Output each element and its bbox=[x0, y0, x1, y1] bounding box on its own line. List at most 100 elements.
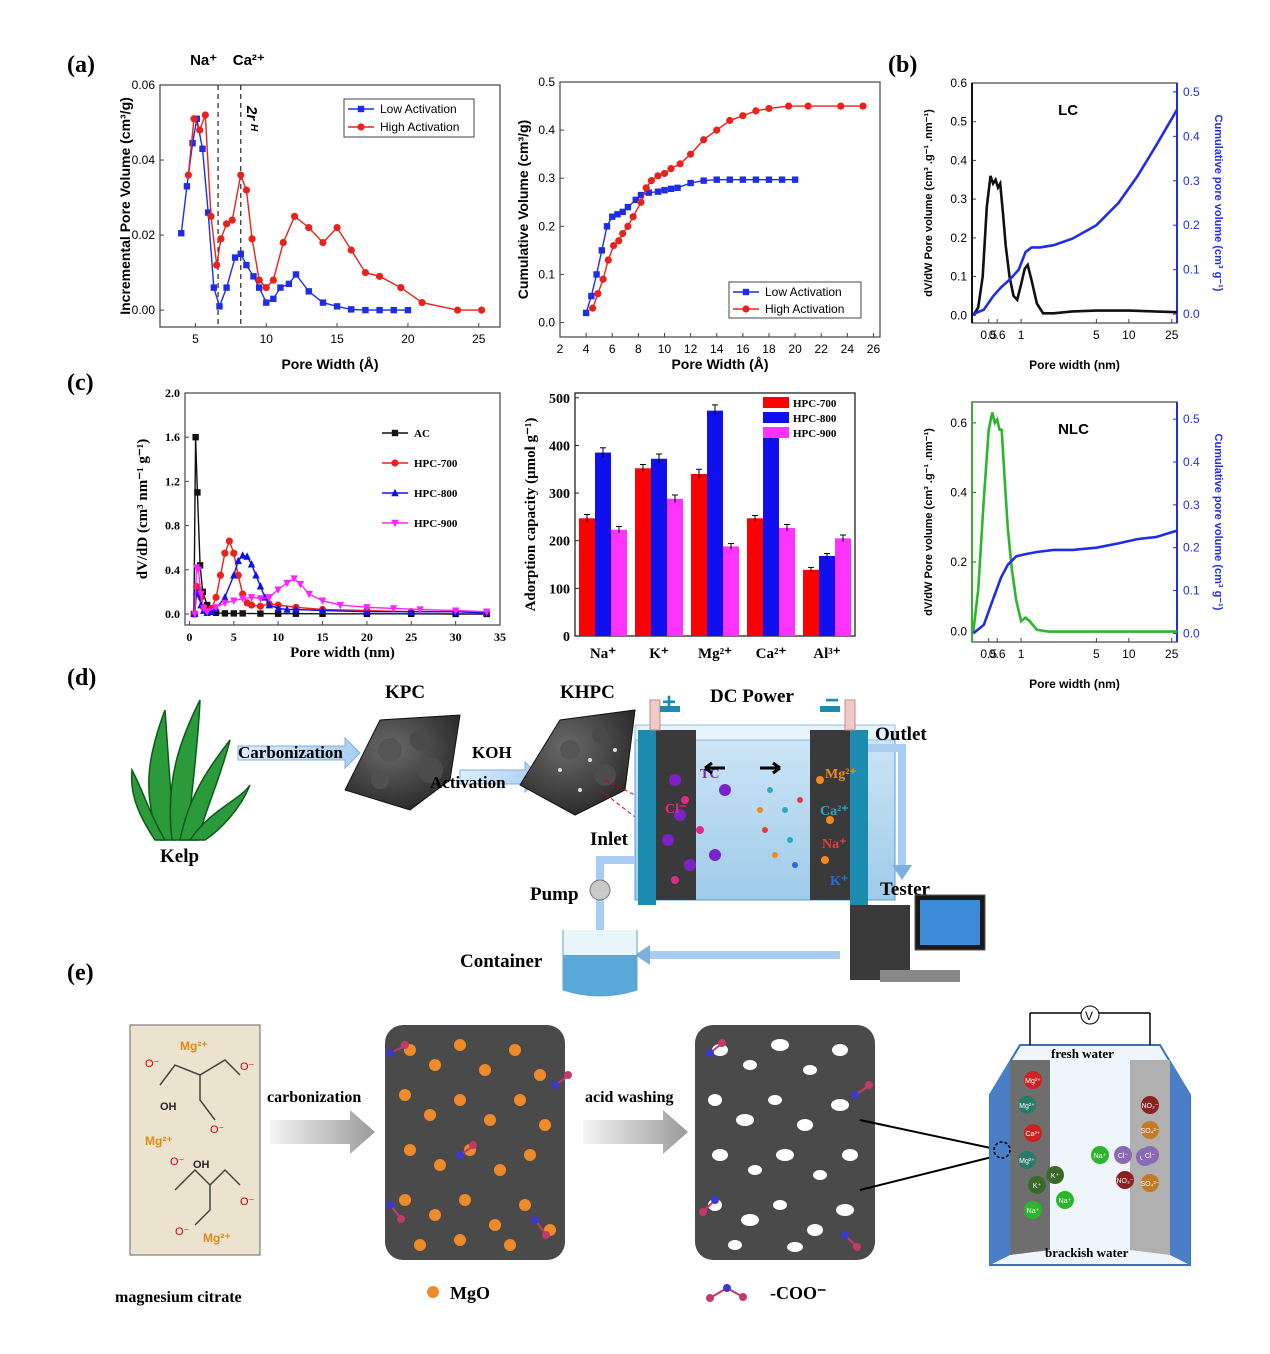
x-tick-label: 10 bbox=[272, 630, 284, 644]
bar bbox=[691, 474, 707, 636]
kelp-illustration bbox=[130, 699, 251, 841]
data-point bbox=[221, 599, 229, 608]
panel-label-b: (b) bbox=[888, 52, 918, 78]
x-tick-label: 25 bbox=[405, 630, 417, 644]
legend-label: High Activation bbox=[765, 302, 844, 316]
y-tick-label: 0.2 bbox=[950, 231, 967, 245]
panel-label-c: (c) bbox=[67, 370, 94, 396]
x-tick-label: 24 bbox=[841, 342, 855, 356]
x-tick-label: 5 bbox=[231, 630, 237, 644]
data-point bbox=[292, 271, 300, 278]
legend-label: Low Activation bbox=[765, 285, 842, 299]
panel-d-schematic: Kelp Carbonization KPC KOH Activation KH… bbox=[130, 682, 986, 997]
data-point bbox=[184, 171, 192, 179]
ion-k: K⁺ bbox=[830, 874, 848, 889]
data-point bbox=[283, 605, 291, 613]
data-point bbox=[389, 605, 398, 613]
data-point bbox=[292, 610, 300, 617]
legend-label: HPC-700 bbox=[793, 398, 837, 410]
data-point bbox=[642, 184, 650, 192]
y-tick-label: 0.4 bbox=[950, 485, 967, 499]
series-line bbox=[972, 412, 1177, 633]
data-point bbox=[752, 107, 760, 115]
data-point bbox=[243, 552, 251, 560]
citrate-o4: O⁻ bbox=[170, 1156, 185, 1168]
data-point bbox=[859, 102, 867, 110]
x-tick-label: 5 bbox=[1093, 328, 1100, 342]
legend-marker bbox=[391, 459, 399, 467]
data-point bbox=[274, 586, 282, 594]
data-point bbox=[319, 299, 327, 306]
legend-box bbox=[343, 98, 475, 138]
data-point bbox=[589, 304, 597, 312]
ion-mg: Mg²⁺ bbox=[825, 767, 857, 782]
y-tick-label: 0.4 bbox=[165, 563, 180, 577]
series-low-activation bbox=[582, 176, 799, 317]
x-tick-label: 25 bbox=[1165, 647, 1179, 661]
y-tick-label: 0.5 bbox=[950, 115, 967, 129]
data-point bbox=[194, 566, 203, 574]
data-point bbox=[700, 177, 707, 184]
data-point bbox=[223, 284, 230, 291]
container-label: Container bbox=[460, 951, 543, 972]
data-point bbox=[191, 610, 199, 619]
ion-ball bbox=[1024, 1124, 1042, 1142]
bar bbox=[747, 518, 763, 636]
ion-ball bbox=[1024, 1201, 1042, 1219]
data-point bbox=[667, 185, 675, 193]
washed-block bbox=[695, 1025, 875, 1260]
bar bbox=[779, 527, 795, 636]
data-point bbox=[255, 284, 263, 291]
plot-frame bbox=[159, 84, 501, 328]
data-point bbox=[178, 230, 185, 237]
data-point bbox=[210, 284, 218, 291]
data-point bbox=[279, 238, 287, 247]
data-point bbox=[645, 189, 653, 196]
data-point bbox=[619, 229, 627, 238]
y-axis-label: Adorption capacity (μmol g⁻¹) bbox=[523, 418, 539, 612]
x-axis-label: Pore width (nm) bbox=[1029, 358, 1120, 372]
series-line bbox=[972, 529, 1178, 635]
data-point bbox=[305, 288, 312, 295]
data-point bbox=[363, 604, 371, 612]
pump-icon bbox=[589, 879, 611, 901]
data-point bbox=[418, 299, 426, 307]
data-point bbox=[599, 275, 607, 283]
y-tick-label: 200 bbox=[549, 535, 570, 550]
ion-ball bbox=[1141, 1174, 1159, 1192]
data-point bbox=[221, 593, 229, 601]
chart-title: LC bbox=[1058, 102, 1078, 119]
legend-marker bbox=[357, 105, 365, 113]
data-point bbox=[192, 433, 199, 441]
series-line bbox=[972, 109, 1179, 316]
data-point bbox=[213, 261, 221, 269]
data-point bbox=[582, 309, 590, 317]
x-tick-label: 10 bbox=[658, 342, 672, 356]
data-point bbox=[700, 136, 708, 144]
data-point bbox=[237, 171, 245, 179]
x-tick-label: 18 bbox=[762, 342, 776, 356]
panel-label-e: (e) bbox=[67, 960, 94, 986]
panel-e-schematic: Mg²⁺ Mg²⁺ Mg²⁺ O⁻ O⁻ O⁻ O⁻ O⁻ O⁻ OH OH m… bbox=[115, 1005, 1191, 1306]
x-tick-label: 14 bbox=[710, 342, 724, 356]
category-label: Mg²⁺ bbox=[698, 646, 732, 662]
data-point bbox=[256, 582, 265, 590]
data-point bbox=[784, 102, 793, 110]
legend-swatch bbox=[763, 397, 789, 408]
data-point bbox=[247, 560, 256, 568]
data-point bbox=[212, 609, 220, 617]
data-point bbox=[348, 306, 355, 313]
citrate-o2: O⁻ bbox=[240, 1061, 255, 1073]
data-point bbox=[190, 115, 198, 123]
coo-groups bbox=[386, 1039, 873, 1251]
y-tick-label: 0.04 bbox=[132, 153, 156, 167]
x-tick-label: 0.6 bbox=[989, 328, 1006, 342]
x-tick-label: 0.5 bbox=[980, 647, 997, 661]
data-point bbox=[609, 213, 616, 220]
mgo-legend-dot bbox=[427, 1286, 439, 1298]
data-point bbox=[629, 213, 637, 221]
data-point bbox=[676, 160, 684, 168]
outlet-tube bbox=[868, 744, 906, 870]
data-point bbox=[265, 594, 273, 602]
data-point bbox=[231, 254, 239, 261]
